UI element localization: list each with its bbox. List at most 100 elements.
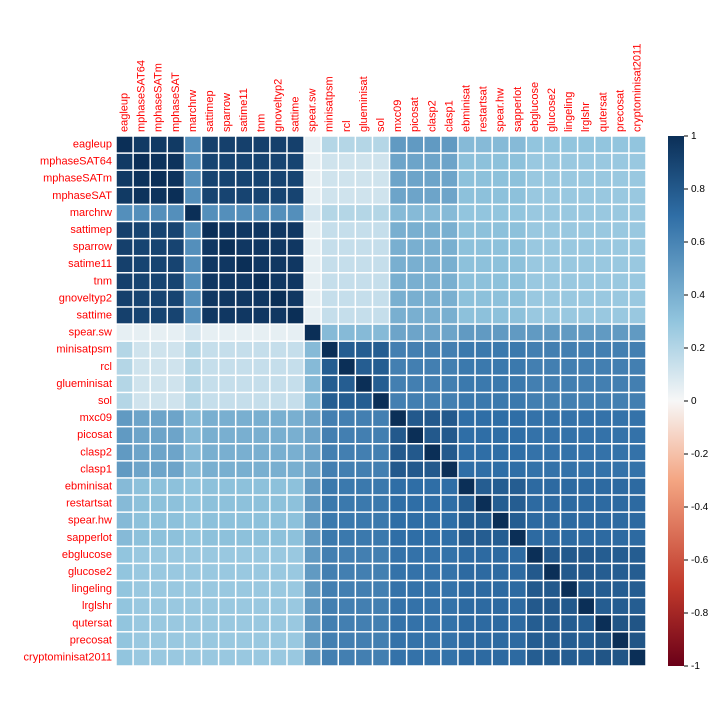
heatmap-cell [254,137,270,153]
heatmap-cell [544,633,560,649]
heatmap-cell [630,154,646,170]
heatmap-cell [561,291,577,307]
heatmap-cell [407,410,423,426]
heatmap-cell [407,239,423,255]
heatmap-cell [168,581,184,597]
heatmap-cell [254,633,270,649]
heatmap-cell [322,615,338,631]
heatmap-cell [151,650,167,666]
heatmap-cell [117,239,133,255]
heatmap-cell [339,342,355,358]
heatmap-cell [219,137,235,153]
heatmap-cell [185,513,201,529]
heatmap-cell [339,205,355,221]
heatmap-cell [613,222,629,238]
heatmap-cell [595,239,611,255]
heatmap-cell [185,547,201,563]
heatmap-cell [236,359,252,375]
heatmap-cell [442,462,458,478]
heatmap-cell [254,325,270,341]
heatmap-cell [202,291,218,307]
colorbar-tick-label: -0.6 [691,555,709,566]
heatmap-cell [390,205,406,221]
heatmap-cell [202,325,218,341]
heatmap-cell [373,547,389,563]
heatmap-cell [185,359,201,375]
heatmap-cell [288,171,304,187]
heatmap-cell [117,615,133,631]
heatmap-cell [219,462,235,478]
heatmap-cell [595,154,611,170]
heatmap-cell [476,581,492,597]
heatmap-cell [117,376,133,392]
heatmap-cell [254,479,270,495]
heatmap-cell [271,308,287,324]
col-label: ebminisat [460,85,472,132]
heatmap-cell [527,359,543,375]
heatmap-cell [151,239,167,255]
heatmap-cell [390,530,406,546]
heatmap-cell [390,171,406,187]
row-label: spear.hw [68,515,112,527]
heatmap-cell [271,479,287,495]
heatmap-cell [544,615,560,631]
heatmap-cell [202,479,218,495]
heatmap-cell [219,615,235,631]
heatmap-cell [578,256,594,272]
heatmap-cell [168,633,184,649]
heatmap-cell [578,325,594,341]
col-label: mxc09 [392,100,404,132]
heatmap-cell [561,325,577,341]
heatmap-cell [219,154,235,170]
heatmap-cell [134,479,150,495]
heatmap-cell [168,462,184,478]
heatmap-cell [373,513,389,529]
heatmap-cell [322,581,338,597]
heatmap-cell [185,598,201,614]
heatmap-cell [476,564,492,580]
heatmap-cell [595,462,611,478]
heatmap-cell [476,598,492,614]
heatmap-cell [236,393,252,409]
heatmap-cell [254,496,270,512]
heatmap-cell [561,496,577,512]
heatmap-cell [493,564,509,580]
heatmap-cell [459,325,475,341]
heatmap-cell [424,308,440,324]
heatmap-cell [544,188,560,204]
heatmap-cell [613,530,629,546]
heatmap-cell [219,188,235,204]
heatmap-cell [442,188,458,204]
heatmap-cell [561,137,577,153]
heatmap-cell [322,256,338,272]
heatmap-cell [390,239,406,255]
heatmap-cell [476,444,492,460]
heatmap-cell [424,513,440,529]
heatmap-cell [117,188,133,204]
heatmap-cell [424,154,440,170]
heatmap-cell [305,633,321,649]
heatmap-cell [630,633,646,649]
heatmap-cell [117,547,133,563]
heatmap-cell [493,137,509,153]
row-label: lingeling [72,583,112,595]
heatmap-cell [322,564,338,580]
heatmap-cell [373,598,389,614]
heatmap-cell [185,325,201,341]
heatmap-cell [134,581,150,597]
heatmap-cell [561,308,577,324]
row-label: minisatpsm [56,344,112,356]
heatmap-cell [236,615,252,631]
heatmap-cell [459,530,475,546]
heatmap-cell [544,650,560,666]
col-label: lrglshr [580,102,592,132]
heatmap-cell [510,325,526,341]
heatmap-cell [407,342,423,358]
colorbar-tick-label: -0.8 [691,608,709,619]
heatmap-cell [476,205,492,221]
heatmap-cell [578,154,594,170]
col-label: glucose2 [546,88,558,132]
heatmap-cell [510,222,526,238]
heatmap-cell [202,359,218,375]
heatmap-cell [202,188,218,204]
